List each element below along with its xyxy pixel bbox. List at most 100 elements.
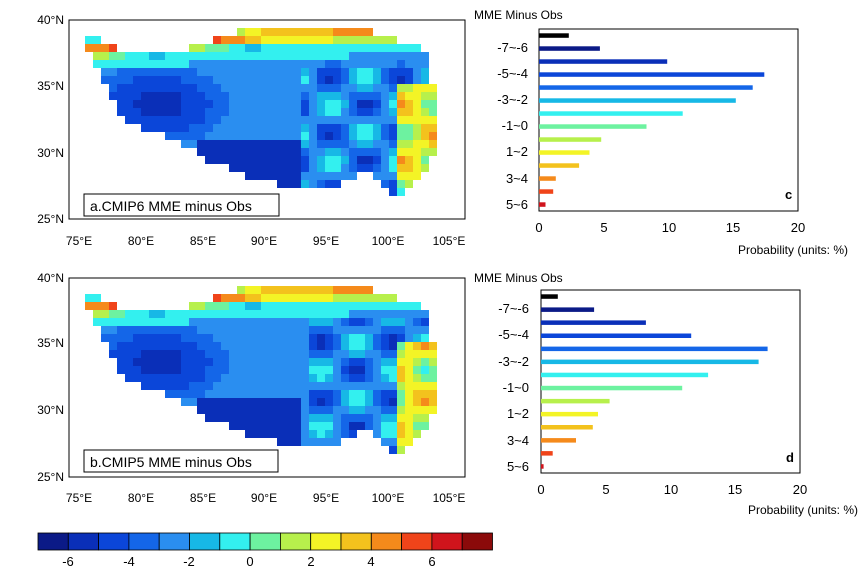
- chart-c-panel-label: c: [785, 187, 792, 202]
- colorbar-swatch: [310, 532, 342, 551]
- chart-c-frame: [538, 28, 799, 212]
- colorbar-label: 4: [367, 554, 374, 569]
- chart-d-xtick-label: 0: [537, 482, 544, 497]
- colorbar-label: 0: [246, 554, 253, 569]
- chart-d-ytick-label: -5~-4: [498, 327, 529, 342]
- chart-d-bar: [541, 398, 610, 404]
- chart-d-ytick-label: 3~4: [507, 433, 529, 448]
- chart-d-bar: [541, 411, 598, 417]
- map-b-caption: b.CMIP5 MME minus Obs: [90, 454, 252, 470]
- chart-d-ytick-label: 1~2: [507, 406, 529, 421]
- chart-c-title: MME Minus Obs: [474, 8, 563, 22]
- map-a-lon-tick: 95°E: [313, 234, 339, 248]
- chart-c-ytick-label: 3~4: [506, 171, 528, 186]
- chart-d-bar: [541, 451, 553, 456]
- map-a-cells: [85, 28, 437, 196]
- chart-c-xtick-label: 20: [791, 220, 805, 235]
- chart-d-ytick-label: 5~6: [507, 459, 529, 474]
- chart-d-bar: [541, 346, 768, 352]
- chart-c-ytick-label: -3~-2: [497, 92, 528, 107]
- chart-c-bar: [539, 111, 683, 116]
- chart-d-x-labels: 0 5 10 15 20: [537, 482, 807, 497]
- chart-c-xtick-label: 0: [535, 220, 542, 235]
- map-b-lon-tick: 105°E: [433, 491, 466, 505]
- colorbar-swatch: [340, 532, 372, 551]
- chart-c-x-labels: 0 5 10 15 20: [535, 220, 805, 235]
- bar-chart-c: MME Minus Obs -7~-6 -5~-4 -3~-2 -1~0 1~2…: [474, 8, 848, 257]
- colorbar-swatch: [158, 532, 190, 551]
- map-a-lat-tick: 30°N: [37, 146, 64, 160]
- chart-d-xtick-label: 15: [728, 482, 742, 497]
- map-b-lat-tick: 25°N: [37, 470, 64, 484]
- map-b-lon-axis: 75°E 80°E 85°E 90°E 95°E 100°E 105°E: [66, 491, 465, 505]
- map-b-lat-axis: 40°N 35°N 30°N 25°N: [37, 271, 64, 484]
- chart-c-bar: [539, 176, 556, 181]
- chart-c-bar: [539, 137, 602, 142]
- colorbar-swatch: [279, 532, 312, 551]
- chart-c-bar: [539, 124, 647, 129]
- chart-c-ytick-label: -5~-4: [497, 66, 528, 81]
- chart-d-bar: [541, 385, 683, 391]
- chart-d-y-labels: -7~-6 -5~-4 -3~-2 -1~0 1~2 3~4 5~6: [498, 301, 529, 474]
- colorbar-label: 2: [307, 554, 314, 569]
- chart-c-ytick-label: -7~-6: [497, 40, 528, 55]
- chart-d-frame: [540, 289, 801, 474]
- colorbar-swatch: [431, 532, 463, 551]
- map-b-lon-tick: 85°E: [190, 491, 216, 505]
- chart-d-bar: [541, 464, 544, 469]
- colorbar-swatch: [37, 532, 69, 551]
- map-a-lat-tick: 40°N: [37, 13, 64, 27]
- colorbar-label: -2: [183, 554, 195, 569]
- chart-d-bar: [541, 320, 646, 325]
- map-b-caption-box: [83, 449, 279, 473]
- colorbar-swatch: [401, 532, 433, 551]
- chart-d-xtick-label: 20: [793, 482, 807, 497]
- chart-c-ytick-label: 1~2: [506, 144, 528, 159]
- map-a-lon-tick: 105°E: [433, 234, 466, 248]
- colorbar: [37, 532, 493, 551]
- chart-d-bar: [541, 333, 692, 338]
- chart-d-bar: [541, 307, 595, 312]
- map-a-lon-tick: 90°E: [251, 234, 277, 248]
- map-a-lon-tick: 100°E: [372, 234, 405, 248]
- map-a-lat-tick: 35°N: [37, 79, 64, 93]
- chart-c-xlabel: Probability (units: %): [738, 243, 848, 257]
- chart-d-xtick-label: 5: [602, 482, 609, 497]
- chart-d-ytick-label: -7~-6: [498, 301, 529, 316]
- chart-c-bar: [539, 72, 765, 77]
- map-b-lon-tick: 95°E: [313, 491, 339, 505]
- chart-d-xlabel: Probability (units: %): [748, 503, 858, 517]
- chart-c-xtick-label: 10: [662, 220, 676, 235]
- chart-c-xtick-label: 5: [600, 220, 607, 235]
- map-b-lat-tick: 35°N: [37, 336, 64, 350]
- chart-d-xtick-label: 10: [664, 482, 678, 497]
- chart-c-y-labels: -7~-6 -5~-4 -3~-2 -1~0 1~2 3~4 5~6: [497, 40, 528, 212]
- colorbar-swatch: [189, 532, 221, 551]
- colorbar-swatch: [67, 532, 100, 551]
- colorbar-swatch: [461, 532, 493, 551]
- colorbar-label: -4: [123, 554, 135, 569]
- map-b-lon-tick: 80°E: [128, 491, 154, 505]
- colorbar-swatch: [128, 532, 160, 551]
- map-a-lon-tick: 80°E: [128, 234, 154, 248]
- chart-d-ytick-label: -3~-2: [498, 354, 529, 369]
- chart-c-bars: [539, 33, 765, 207]
- colorbar-label: 6: [428, 554, 435, 569]
- map-b-lon-tick: 75°E: [66, 491, 92, 505]
- map-b-cells: [85, 286, 437, 454]
- map-a-lat-tick: 25°N: [37, 212, 64, 226]
- chart-c-bar: [539, 163, 580, 168]
- map-b-lon-tick: 90°E: [251, 491, 277, 505]
- colorbar-swatch: [370, 532, 402, 551]
- bar-chart-d: MME Minus Obs -7~-6 -5~-4 -3~-2 -1~0 1~2…: [474, 271, 858, 517]
- chart-c-bar: [539, 189, 554, 194]
- colorbar-labels: -6 -4 -2 0 2 4 6: [62, 554, 435, 569]
- map-b-lat-tick: 40°N: [37, 271, 64, 285]
- map-b-lon-tick: 100°E: [372, 491, 405, 505]
- map-panel-a: a.CMIP6 MME minus Obs: [68, 19, 466, 220]
- chart-c-bar: [539, 59, 668, 64]
- chart-d-bar: [541, 294, 558, 299]
- colorbar-swatch: [249, 532, 281, 551]
- map-panel-b: b.CMIP5 MME minus Obs: [68, 277, 466, 478]
- chart-d-bars: [541, 294, 768, 469]
